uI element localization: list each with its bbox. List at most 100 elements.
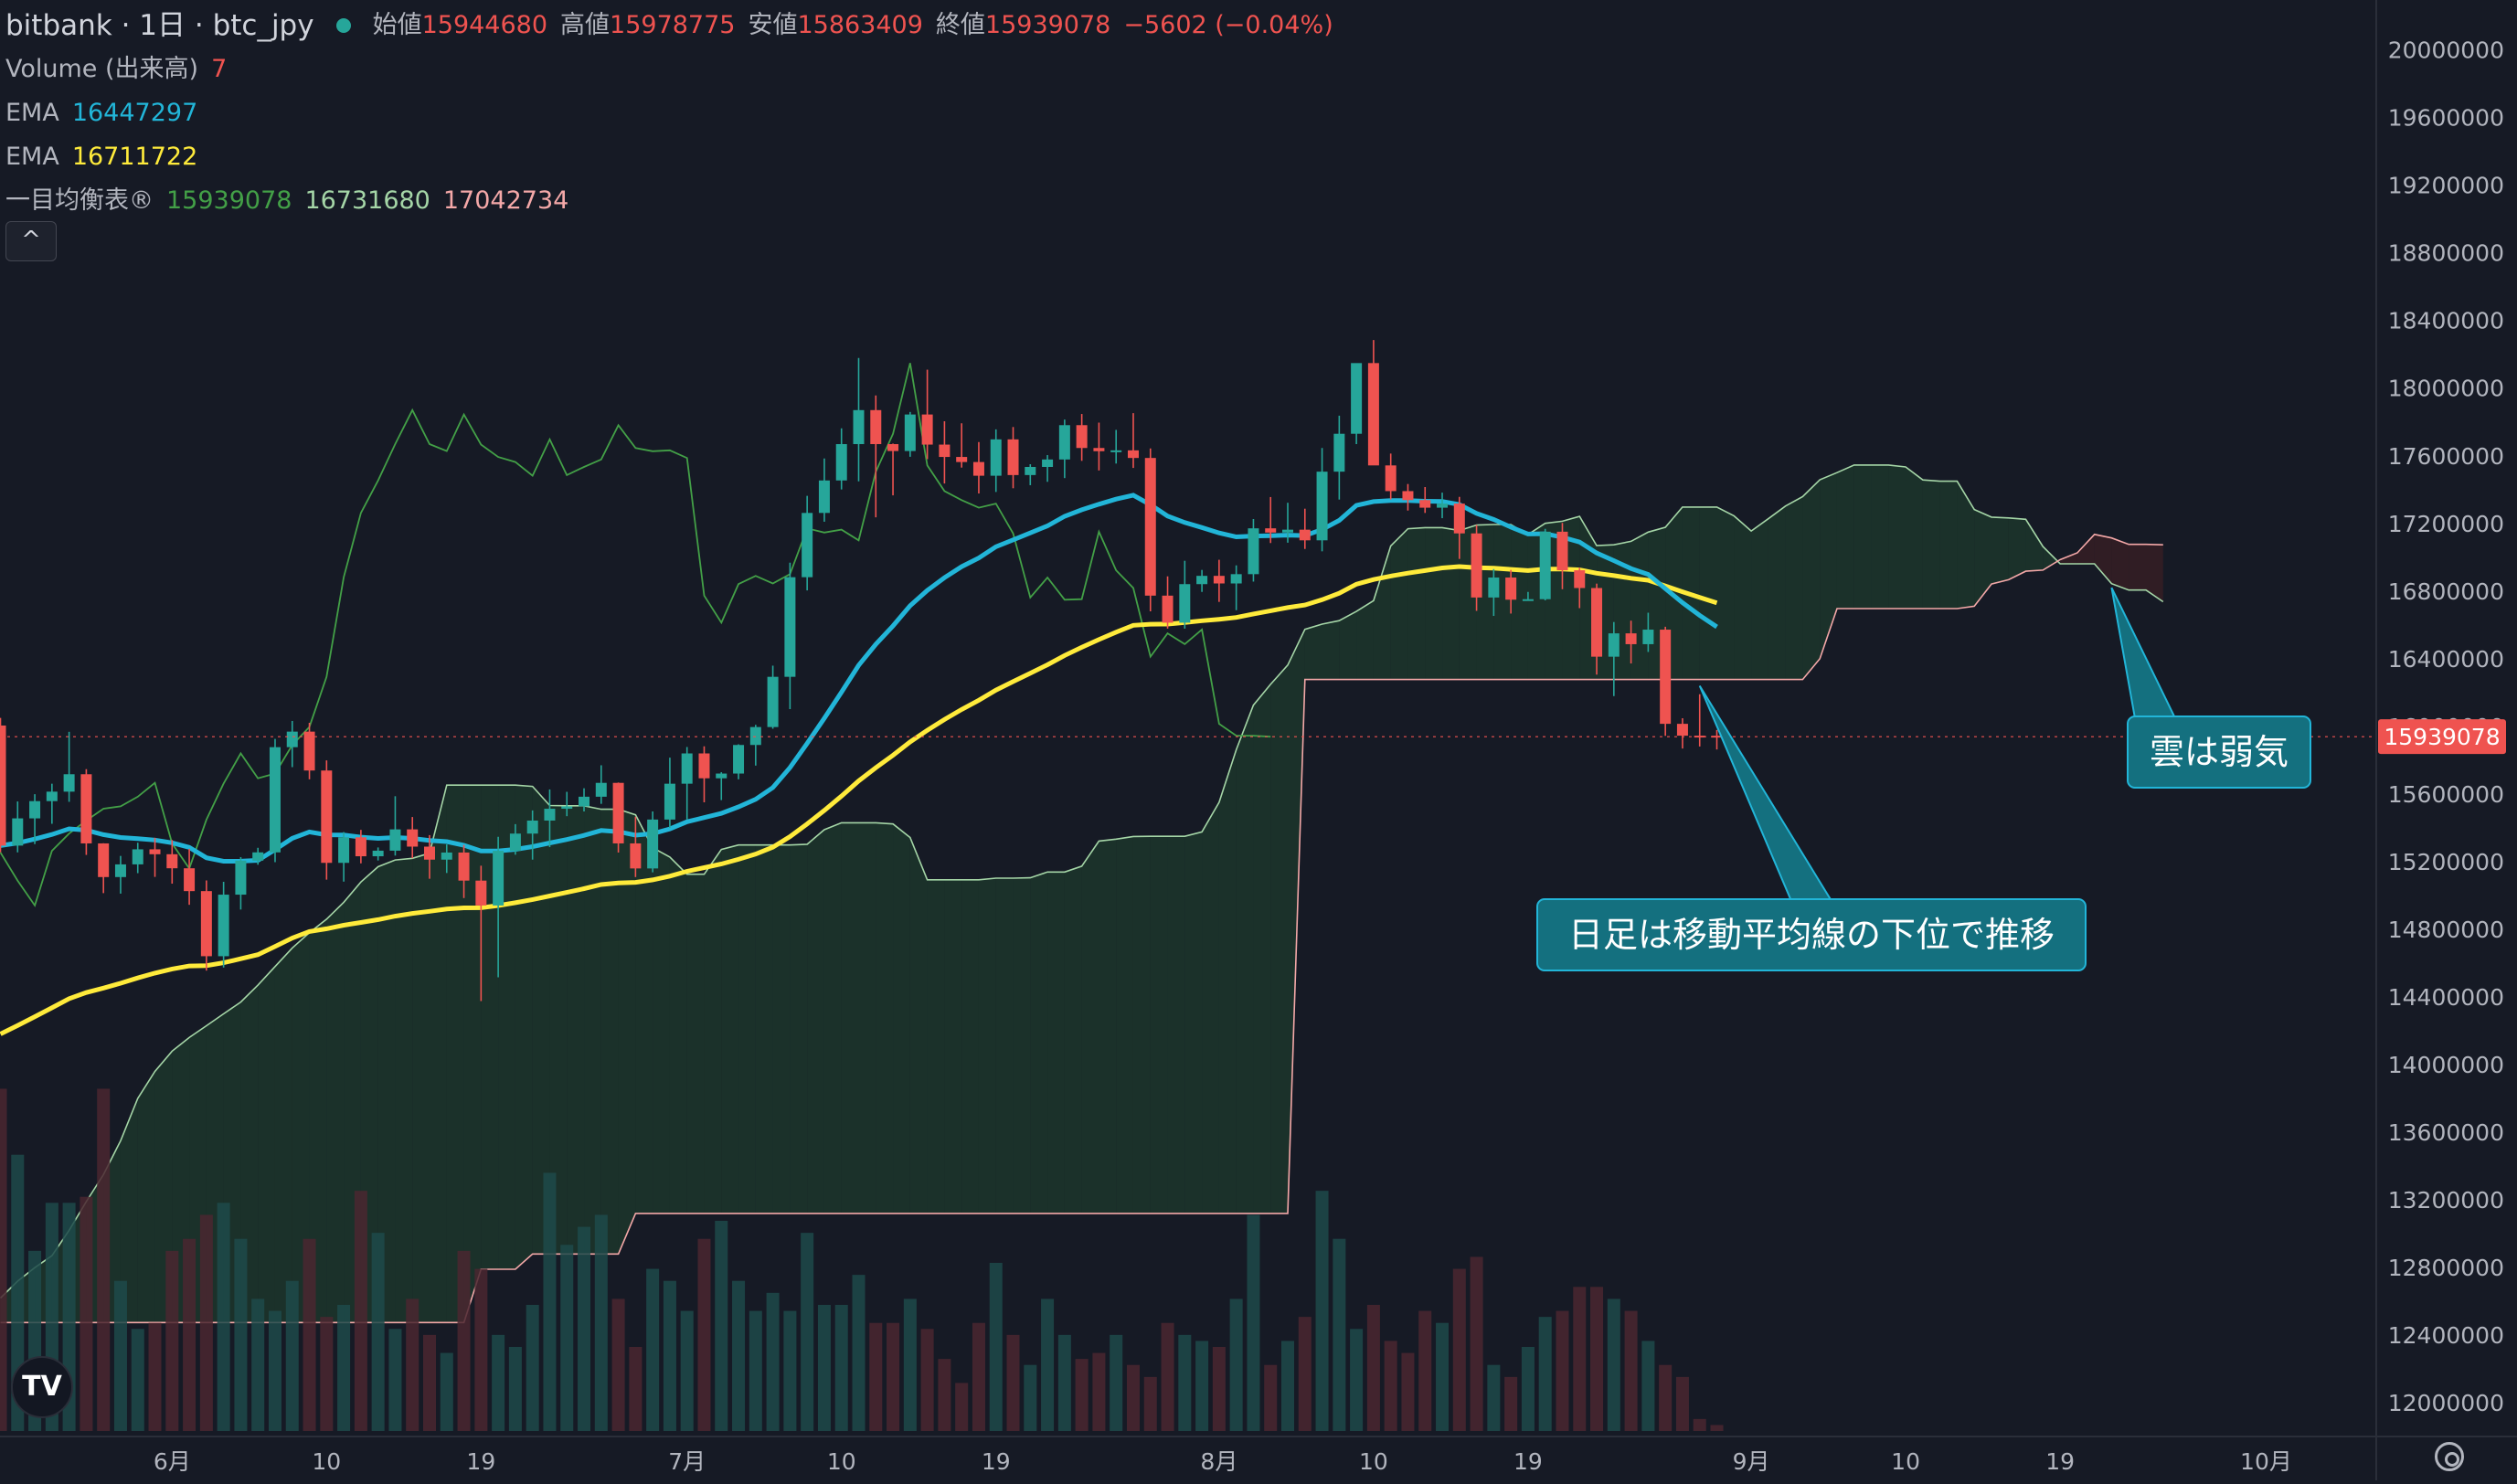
candle-body (853, 409, 865, 444)
cloud-segment (2060, 553, 2077, 564)
candle (1367, 340, 1379, 466)
legend-ema1-row[interactable]: EMA 16447297 (5, 91, 1333, 135)
price-tick-label: 13200000 (2388, 1187, 2504, 1214)
callout-pointer (1698, 684, 1833, 902)
candle-body (389, 829, 401, 851)
candle (716, 772, 727, 800)
volume-bar (508, 1347, 522, 1431)
price-tick-label: 12400000 (2388, 1322, 2504, 1349)
cloud-segment (120, 1098, 138, 1323)
cloud-segment (841, 822, 859, 1214)
time-axis[interactable]: 6月 10 19 7月 10 19 8月 10 19 9月 10 19 10月 (0, 1436, 2517, 1475)
candle-body (1265, 528, 1277, 533)
price-axis[interactable]: 20000000 19600000 19200000 18800000 18400000… (2375, 0, 2517, 1480)
candle (681, 747, 693, 820)
cloud-segment (738, 844, 756, 1214)
candle-body (1453, 504, 1465, 534)
candle-body (784, 577, 796, 677)
cloud-segment (430, 785, 447, 1323)
volume-bar (749, 1310, 762, 1431)
candle-body (1282, 529, 1293, 533)
cloud-segment (1974, 509, 1991, 607)
cloud-segment (2129, 544, 2146, 590)
settings-gear-icon[interactable] (2435, 1442, 2464, 1471)
candle (870, 395, 882, 518)
candle-body (1488, 578, 1500, 598)
ema1-label: EMA (5, 99, 59, 127)
tradingview-logo-icon[interactable]: TV (11, 1356, 73, 1418)
candle-body (1419, 500, 1431, 508)
cloud-segment (377, 860, 396, 1323)
candle (1007, 427, 1019, 489)
volume-bar (697, 1238, 711, 1431)
candle-body (1213, 576, 1225, 584)
symbol-title[interactable]: bitbank · 1日 · btc_jpy (5, 9, 314, 42)
candle-body (458, 852, 470, 881)
volume-bar (1281, 1341, 1294, 1431)
price-tick-label: 18400000 (2388, 308, 2504, 334)
ema1-value: 16447297 (71, 99, 198, 127)
legend-ema2-row[interactable]: EMA 16711722 (5, 135, 1333, 179)
chevron-up-icon[interactable]: ^ (5, 221, 57, 261)
volume-bar (680, 1310, 694, 1431)
cloud-segment (995, 877, 1014, 1214)
candle-body (12, 818, 24, 846)
cloud-segment (1906, 466, 1923, 609)
candle (1660, 626, 1672, 737)
volume-bar (1384, 1341, 1397, 1431)
cloud-segment (978, 877, 996, 1214)
candle-body (1179, 584, 1191, 623)
cloud-segment (1957, 481, 1975, 609)
candle-body (252, 852, 264, 861)
candle-body (749, 726, 761, 746)
candle-body (1660, 630, 1672, 725)
candle-body (80, 774, 92, 843)
candle (475, 865, 487, 1002)
volume-label: Volume (出来高) (5, 55, 199, 83)
candle-body (509, 833, 521, 852)
candle (1471, 525, 1482, 611)
candle-body (870, 409, 882, 444)
volume-bar (1693, 1418, 1706, 1431)
candle (818, 458, 830, 522)
volume-bar (320, 1317, 334, 1431)
candle (200, 880, 212, 971)
market-status-icon[interactable] (335, 18, 351, 33)
time-tick-label: 19 (466, 1448, 495, 1475)
close-value: 15939078 (984, 11, 1111, 39)
candle (1574, 567, 1586, 609)
cloud-segment (807, 830, 824, 1214)
cloud-segment (1820, 472, 1837, 659)
open-value: 15944680 (421, 11, 548, 39)
cloud-segment (669, 856, 687, 1214)
volume-bar (1573, 1287, 1587, 1431)
cloud-segment (686, 874, 705, 1214)
volume-bar (131, 1329, 144, 1431)
candle (286, 720, 298, 768)
candle-body (286, 731, 298, 747)
candle (424, 834, 435, 879)
legend-volume-row[interactable]: Volume (出来高) 7 (5, 48, 1333, 91)
candle (252, 847, 264, 865)
candle (956, 423, 968, 468)
annotations[interactable]: 日足は移動平均線の下位で推移 雲は弱気 (1536, 587, 2311, 971)
candle-body (200, 891, 212, 957)
callout-text: 日足は移動平均線の下位で推移 (1568, 915, 2055, 955)
volume-bar (1521, 1347, 1535, 1431)
last-price-tag: 15939078 (2378, 719, 2506, 755)
volume-bar (560, 1245, 574, 1431)
candle-body (98, 843, 110, 877)
legend-ichimoku-row[interactable]: 一目均衡表® 15939078 16731680 17042734 (5, 179, 1333, 223)
cloud-segment (858, 822, 876, 1214)
candle (1299, 508, 1311, 549)
candle-body (1711, 736, 1723, 738)
cloud-segment (1734, 515, 1752, 680)
candle-body (1093, 448, 1105, 451)
candle (1179, 560, 1191, 629)
cloud-segment (1253, 684, 1271, 1214)
volume-bar (1333, 1238, 1346, 1431)
cloud-segment (515, 785, 533, 1270)
cloud-segment (567, 805, 585, 1255)
volume-bar (869, 1322, 883, 1431)
